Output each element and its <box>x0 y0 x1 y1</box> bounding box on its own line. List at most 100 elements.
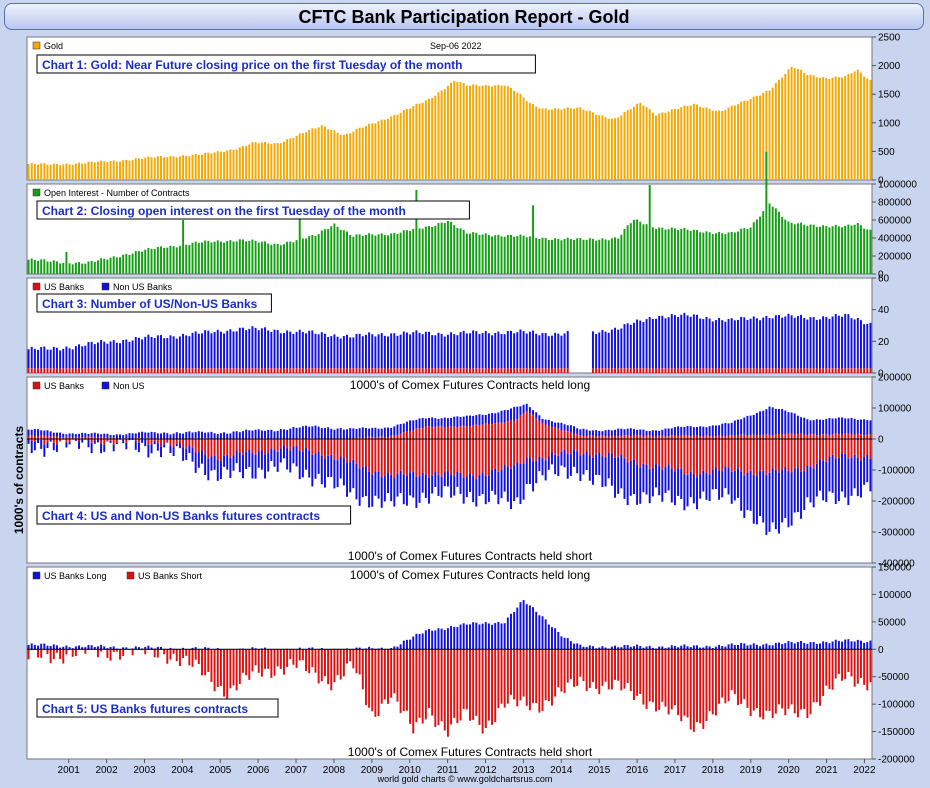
us-long-bar <box>822 434 825 439</box>
non-us-short-bar <box>387 472 389 494</box>
us-banks-short-bar <box>519 649 522 701</box>
y-tick-label: 100000 <box>878 404 912 415</box>
non-us-long-bar <box>863 419 866 436</box>
open-interest-bar <box>270 244 273 274</box>
non-us-long-bar <box>399 424 402 434</box>
non-us-banks-bar <box>103 341 106 369</box>
us-short-bar <box>648 439 651 469</box>
non-us-short-bar <box>472 476 475 503</box>
non-us-long-bar <box>295 427 298 439</box>
x-tick-label: 2017 <box>664 765 687 776</box>
non-us-long-bar <box>554 422 557 428</box>
us-short-bar <box>491 439 494 470</box>
non-us-short-bar <box>724 466 727 489</box>
us-banks-bar <box>525 368 528 373</box>
us-short-bar <box>563 439 566 450</box>
y-tick-label: 1500 <box>878 90 901 101</box>
open-interest-bar <box>639 221 642 274</box>
non-us-long-bar <box>740 419 743 435</box>
us-banks-bar <box>197 368 200 373</box>
non-us-banks-bar <box>43 346 46 369</box>
gold-price-bar <box>815 77 818 180</box>
us-banks-bar <box>614 368 617 373</box>
non-us-banks-bar <box>390 333 393 369</box>
non-us-banks-bar <box>349 337 352 369</box>
us-short-bar <box>809 439 812 467</box>
us-banks-bar <box>62 368 65 373</box>
non-us-long-bar <box>213 433 216 439</box>
non-us-short-bar <box>642 463 645 493</box>
us-banks-short-bar <box>850 649 853 677</box>
non-us-long-bar <box>535 412 538 419</box>
us-long-bar <box>787 433 790 439</box>
us-banks-long-bar <box>743 643 746 650</box>
us-banks-short-bar <box>166 649 169 664</box>
open-interest-bar <box>781 216 784 274</box>
gold-price-bar <box>623 111 626 180</box>
non-us-banks-bar <box>282 333 285 369</box>
us-banks-short-bar <box>396 649 399 702</box>
us-banks-short-bar <box>333 649 336 683</box>
us-banks-long-bar <box>576 643 579 650</box>
gold-price-bar <box>538 108 541 180</box>
us-long-bar <box>396 434 399 439</box>
gold-price-bar <box>453 80 456 180</box>
non-us-short-bar <box>588 455 591 481</box>
us-banks-short-bar <box>421 649 424 724</box>
us-banks-long-bar <box>762 644 765 650</box>
non-us-short-bar <box>393 477 396 507</box>
open-interest-bar <box>453 225 456 274</box>
us-banks-bar <box>242 368 244 373</box>
non-us-long-bar <box>210 431 213 439</box>
non-us-long-bar <box>513 406 516 421</box>
us-banks-bar <box>387 368 389 373</box>
open-interest-bar <box>822 225 825 274</box>
us-banks-bar <box>796 368 799 373</box>
us-banks-short-bar <box>100 649 103 652</box>
non-us-banks-bar <box>632 322 635 369</box>
us-short-bar <box>582 439 585 454</box>
us-banks-short-bar <box>364 649 367 706</box>
non-us-long-bar <box>150 431 153 439</box>
gold-price-bar <box>377 121 380 180</box>
us-short-bar <box>525 439 528 458</box>
us-long-bar <box>481 424 484 439</box>
x-tick-label: 2014 <box>550 765 573 776</box>
us-banks-long-bar <box>532 607 535 650</box>
non-us-banks-bar <box>251 326 254 369</box>
open-interest-bar <box>172 246 175 274</box>
open-interest-bar <box>396 233 399 274</box>
open-interest-bar <box>560 240 563 274</box>
non-us-long-bar <box>828 418 831 435</box>
us-banks-bar <box>623 368 626 373</box>
us-banks-bar <box>547 368 550 373</box>
us-banks-bar <box>210 368 213 373</box>
gold-price-bar <box>282 141 285 180</box>
us-banks-bar <box>260 368 263 373</box>
non-us-short-bar <box>730 471 733 504</box>
gold-price-bar <box>150 157 153 180</box>
us-long-bar <box>100 436 103 439</box>
us-long-bar <box>506 421 509 439</box>
non-us-banks-bar <box>607 332 610 369</box>
open-interest-bar <box>128 254 131 274</box>
non-us-short-bar <box>513 465 516 502</box>
non-us-short-bar <box>409 472 412 496</box>
us-banks-long-bar <box>642 647 645 650</box>
us-banks-short-bar <box>169 649 172 660</box>
us-banks-long-bar <box>393 646 396 650</box>
non-us-banks-bar <box>510 330 512 369</box>
us-banks-bar <box>390 368 393 373</box>
us-banks-short-bar <box>368 649 371 708</box>
gold-price-bar <box>260 142 263 180</box>
us-banks-short-bar <box>535 649 538 704</box>
us-long-bar <box>737 435 739 439</box>
open-interest-bar <box>522 235 525 274</box>
non-us-long-bar <box>585 429 588 437</box>
non-us-short-bar <box>421 472 424 493</box>
us-banks-short-bar <box>856 649 859 684</box>
us-long-bar <box>491 424 494 439</box>
open-interest-bar <box>311 235 314 274</box>
non-us-long-bar <box>260 430 263 439</box>
gold-price-bar <box>547 109 550 180</box>
